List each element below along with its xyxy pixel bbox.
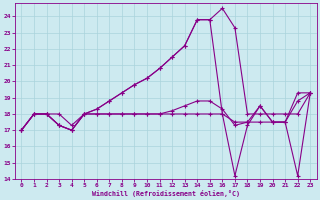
X-axis label: Windchill (Refroidissement éolien,°C): Windchill (Refroidissement éolien,°C) [92, 190, 240, 197]
